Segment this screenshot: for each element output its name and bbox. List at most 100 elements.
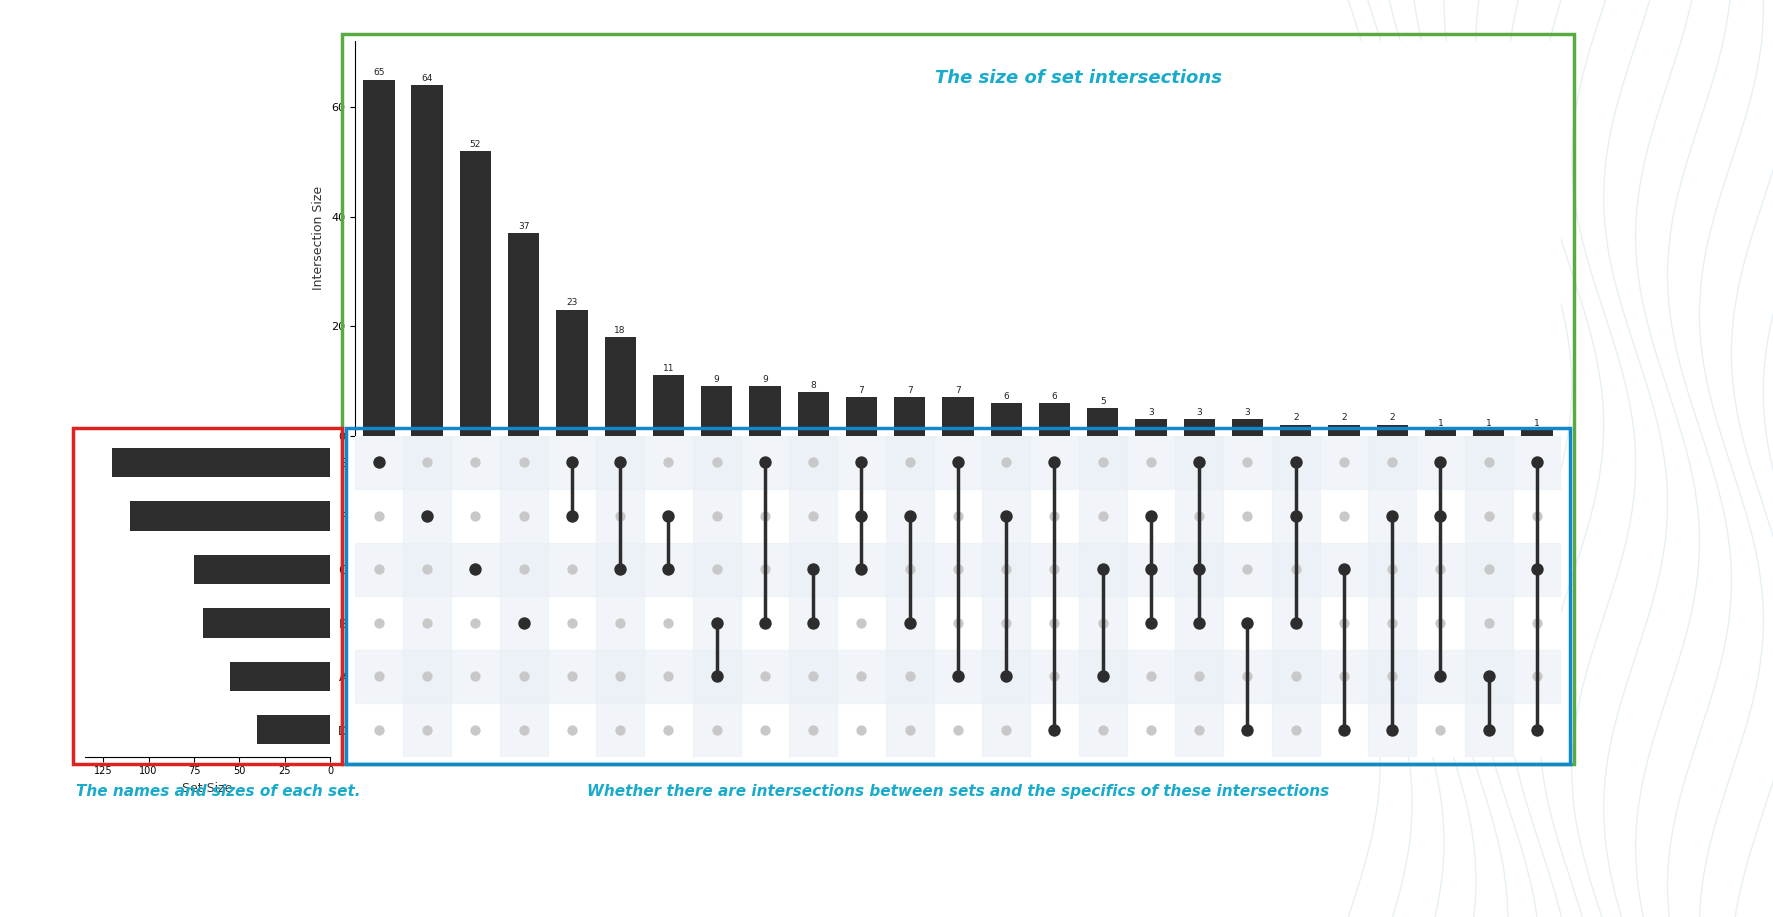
Point xyxy=(798,723,826,737)
Point xyxy=(943,455,972,470)
Bar xyxy=(989,403,1021,436)
Point xyxy=(509,615,537,630)
Point xyxy=(1330,508,1358,523)
Point xyxy=(943,669,972,684)
Point xyxy=(1425,669,1454,684)
Point xyxy=(1089,562,1117,577)
Point xyxy=(461,723,489,737)
Point xyxy=(365,562,394,577)
Point xyxy=(943,455,972,470)
Point xyxy=(847,508,876,523)
Bar xyxy=(1376,425,1408,436)
Point xyxy=(1089,615,1117,630)
Point xyxy=(654,508,683,523)
Text: 7: 7 xyxy=(954,386,961,395)
Bar xyxy=(507,233,539,436)
Text: 2: 2 xyxy=(1388,414,1394,423)
Point xyxy=(750,615,778,630)
Point xyxy=(1280,455,1308,470)
Point xyxy=(847,723,876,737)
Point xyxy=(1280,455,1308,470)
Point xyxy=(606,455,635,470)
Point xyxy=(798,508,826,523)
Bar xyxy=(193,555,330,584)
Point xyxy=(557,562,585,577)
Point xyxy=(509,508,537,523)
Point xyxy=(1330,669,1358,684)
Point xyxy=(654,615,683,630)
Point xyxy=(895,615,924,630)
Point xyxy=(509,669,537,684)
Point xyxy=(1232,455,1261,470)
Point xyxy=(413,723,441,737)
Text: 1: 1 xyxy=(1436,419,1443,428)
Point xyxy=(1521,455,1550,470)
Point xyxy=(895,508,924,523)
Point xyxy=(1039,455,1067,470)
Point xyxy=(895,508,924,523)
Bar xyxy=(1230,419,1262,436)
Point xyxy=(750,455,778,470)
Point xyxy=(1136,508,1165,523)
Point xyxy=(702,615,730,630)
Point xyxy=(1184,669,1213,684)
Text: 23: 23 xyxy=(566,298,578,307)
Point xyxy=(606,562,635,577)
Point xyxy=(509,455,537,470)
Point xyxy=(798,615,826,630)
Point xyxy=(1136,508,1165,523)
Point xyxy=(847,562,876,577)
Point xyxy=(1521,615,1550,630)
Point xyxy=(798,562,826,577)
Point xyxy=(895,562,924,577)
Bar xyxy=(1271,436,1319,757)
Bar xyxy=(1135,419,1167,436)
Point xyxy=(1136,615,1165,630)
Point xyxy=(1425,562,1454,577)
Bar xyxy=(131,501,330,531)
Point xyxy=(461,508,489,523)
Point xyxy=(702,669,730,684)
Point xyxy=(1378,508,1406,523)
Point xyxy=(702,562,730,577)
Text: 5: 5 xyxy=(1099,397,1105,406)
Point xyxy=(943,723,972,737)
Bar xyxy=(355,543,1560,596)
Point xyxy=(1521,508,1550,523)
Point xyxy=(1184,615,1213,630)
Point xyxy=(750,562,778,577)
Point xyxy=(798,615,826,630)
Point xyxy=(991,615,1019,630)
Point xyxy=(365,615,394,630)
Point xyxy=(1136,455,1165,470)
Point xyxy=(895,615,924,630)
Bar xyxy=(885,436,933,757)
Point xyxy=(1378,508,1406,523)
Point xyxy=(1473,723,1502,737)
Point xyxy=(1521,562,1550,577)
Point xyxy=(1039,723,1067,737)
Point xyxy=(750,615,778,630)
Point xyxy=(1473,669,1502,684)
Point xyxy=(1280,723,1308,737)
Point xyxy=(1184,455,1213,470)
Point xyxy=(461,615,489,630)
Point xyxy=(413,455,441,470)
Point xyxy=(1184,562,1213,577)
Point xyxy=(1089,669,1117,684)
Point xyxy=(365,508,394,523)
Point xyxy=(1521,455,1550,470)
Point xyxy=(1473,669,1502,684)
Point xyxy=(654,723,683,737)
Point xyxy=(1378,669,1406,684)
Point xyxy=(557,455,585,470)
Point xyxy=(895,455,924,470)
Point xyxy=(1136,669,1165,684)
Point xyxy=(365,455,394,470)
Point xyxy=(1473,562,1502,577)
Point xyxy=(991,669,1019,684)
Point xyxy=(557,723,585,737)
Bar xyxy=(459,150,491,436)
Point xyxy=(1473,615,1502,630)
Point xyxy=(750,508,778,523)
